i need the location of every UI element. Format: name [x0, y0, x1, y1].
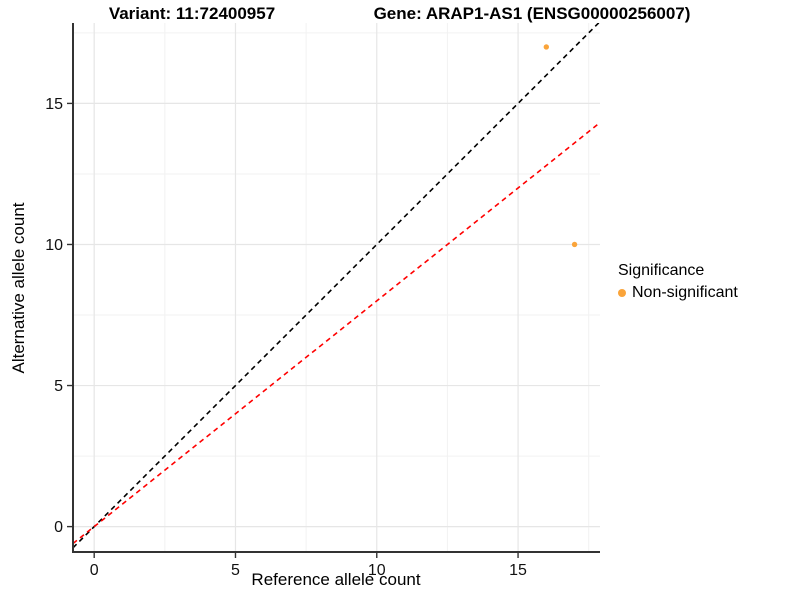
x-tick-label: 10 [368, 562, 386, 579]
legend-title: Significance [618, 262, 705, 279]
legend-item-label: Non-significant [632, 284, 738, 301]
y-axis-title: Alternative allele count [9, 202, 28, 374]
y-tick-label: 10 [45, 237, 63, 254]
x-axis-title: Reference allele count [251, 570, 421, 589]
y-tick-label: 15 [45, 96, 63, 113]
data-point [571, 241, 578, 248]
y-tick-label: 0 [54, 519, 63, 536]
y-tick-label: 5 [54, 378, 63, 395]
legend-item: Non-significant [618, 284, 738, 302]
x-tick-label: 0 [90, 562, 99, 579]
x-tick-label: 5 [231, 562, 240, 579]
expected-ratio-line [73, 121, 600, 545]
identity-line [73, 23, 600, 549]
gene-title: Gene: ARAP1-AS1 (ENSG00000256007) [373, 4, 691, 23]
variant-title: Variant: 11:72400957 [108, 4, 276, 23]
data-point [543, 44, 550, 50]
legend: Significance Non-significant [618, 262, 738, 302]
x-tick-label: 15 [509, 562, 527, 579]
legend-point-icon [618, 289, 626, 297]
